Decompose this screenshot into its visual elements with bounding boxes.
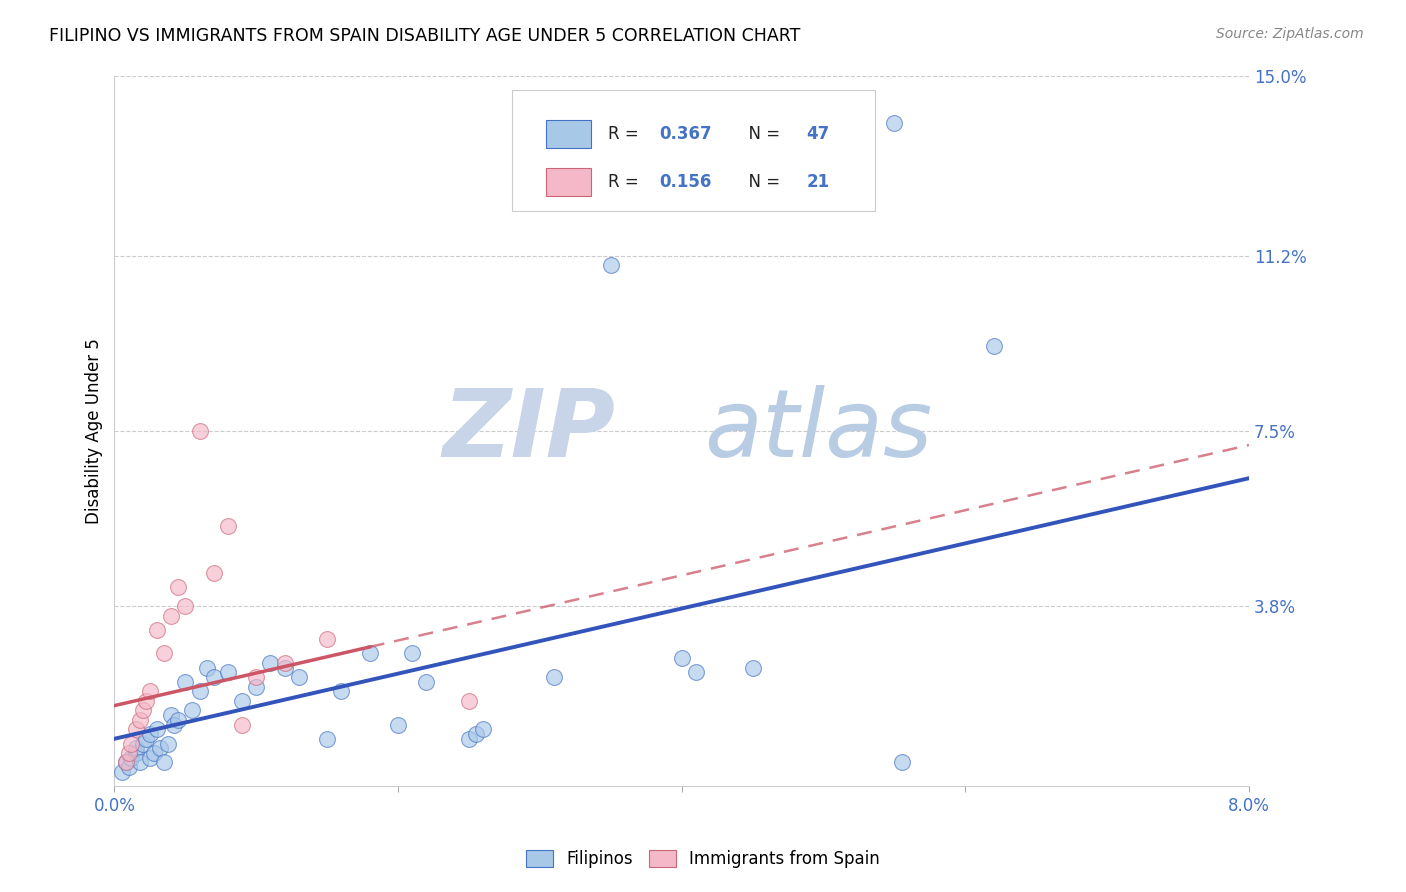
Point xyxy=(181,703,204,717)
FancyBboxPatch shape xyxy=(546,168,591,196)
Point xyxy=(741,661,763,675)
Point xyxy=(259,656,281,670)
Point xyxy=(146,623,169,637)
Point xyxy=(599,258,621,272)
Text: N =: N = xyxy=(738,125,786,143)
Text: 0.156: 0.156 xyxy=(659,173,711,191)
Point xyxy=(125,723,148,737)
Text: N =: N = xyxy=(738,173,786,191)
Text: Source: ZipAtlas.com: Source: ZipAtlas.com xyxy=(1216,27,1364,41)
Point xyxy=(202,670,225,684)
Point xyxy=(217,665,239,680)
Point xyxy=(132,737,155,751)
Point xyxy=(983,338,1005,352)
Point xyxy=(188,684,211,698)
Point xyxy=(132,703,155,717)
FancyBboxPatch shape xyxy=(512,90,875,211)
FancyBboxPatch shape xyxy=(546,120,591,148)
Point xyxy=(273,661,295,675)
Point xyxy=(890,756,912,770)
Point xyxy=(330,684,353,698)
Point xyxy=(163,717,186,731)
Point xyxy=(685,665,707,680)
Point xyxy=(543,670,565,684)
Point xyxy=(160,708,183,723)
Text: FILIPINO VS IMMIGRANTS FROM SPAIN DISABILITY AGE UNDER 5 CORRELATION CHART: FILIPINO VS IMMIGRANTS FROM SPAIN DISABI… xyxy=(49,27,800,45)
Text: 47: 47 xyxy=(807,125,830,143)
Point xyxy=(231,717,253,731)
Point xyxy=(117,746,139,760)
Point xyxy=(359,647,381,661)
Point xyxy=(110,764,132,779)
Point xyxy=(149,741,172,756)
Point xyxy=(160,608,183,623)
Legend: Filipinos, Immigrants from Spain: Filipinos, Immigrants from Spain xyxy=(519,843,887,875)
Point xyxy=(671,651,693,665)
Point xyxy=(167,713,190,727)
Text: 21: 21 xyxy=(807,173,830,191)
Point xyxy=(139,727,162,741)
Point xyxy=(129,756,152,770)
Point xyxy=(125,741,148,756)
Point xyxy=(174,599,197,614)
Point xyxy=(125,746,148,760)
Text: R =: R = xyxy=(607,125,644,143)
Point xyxy=(135,731,157,746)
Point xyxy=(143,746,166,760)
Point xyxy=(458,731,481,746)
Point xyxy=(139,750,162,764)
Point xyxy=(188,424,211,438)
Point xyxy=(202,566,225,580)
Point xyxy=(120,750,142,764)
Point xyxy=(245,670,267,684)
Point xyxy=(217,518,239,533)
Point xyxy=(174,674,197,689)
Point xyxy=(167,580,190,594)
Text: R =: R = xyxy=(607,173,644,191)
Point xyxy=(114,756,136,770)
Text: ZIP: ZIP xyxy=(441,384,614,477)
Text: atlas: atlas xyxy=(704,385,932,476)
Point xyxy=(135,694,157,708)
Point xyxy=(316,632,339,647)
Point xyxy=(195,661,218,675)
Point xyxy=(387,717,409,731)
Point xyxy=(316,731,339,746)
Point xyxy=(114,756,136,770)
Point xyxy=(120,737,142,751)
Text: 0.367: 0.367 xyxy=(659,125,711,143)
Point xyxy=(129,713,152,727)
Point xyxy=(157,737,180,751)
Point xyxy=(139,684,162,698)
Point xyxy=(883,116,905,130)
Point xyxy=(415,674,437,689)
Point xyxy=(472,723,495,737)
Y-axis label: Disability Age Under 5: Disability Age Under 5 xyxy=(86,338,103,524)
Point xyxy=(245,680,267,694)
Point xyxy=(146,723,169,737)
Point xyxy=(273,656,295,670)
Point xyxy=(288,670,311,684)
Point xyxy=(465,727,488,741)
Point xyxy=(117,760,139,774)
Point xyxy=(153,647,176,661)
Point xyxy=(153,756,176,770)
Point xyxy=(458,694,481,708)
Point xyxy=(401,647,423,661)
Point xyxy=(231,694,253,708)
